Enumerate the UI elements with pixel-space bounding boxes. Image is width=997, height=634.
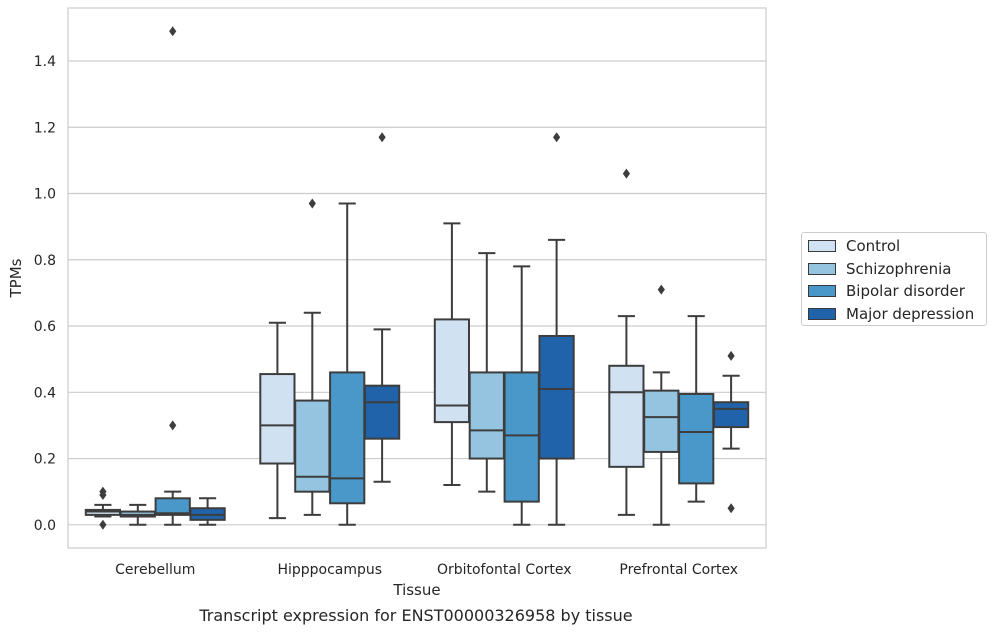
outlier-point [308, 198, 316, 209]
x-tick-label: Orbitofontal Cortex [437, 562, 572, 578]
legend-item: Control [808, 237, 900, 255]
box-group [189, 497, 226, 526]
outlier-point [169, 26, 177, 37]
box-group [294, 198, 331, 516]
outlier-point [622, 168, 630, 179]
legend-label: Schizophrenia [846, 259, 952, 278]
box-group [712, 350, 750, 514]
y-tick-label: 0.0 [34, 518, 56, 534]
box-group [259, 321, 296, 520]
outlier-point [99, 519, 107, 530]
x-tick-label: Hipppocampus [277, 562, 382, 578]
outlier-point [378, 132, 386, 143]
box [503, 371, 540, 503]
y-tick-labels: 0.0 0.2 0.4 0.6 0.8 1.0 1.2 1.4 [34, 54, 56, 534]
box [363, 384, 401, 440]
legend-item: Schizophrenia [808, 260, 951, 278]
box-group [538, 132, 575, 526]
box [154, 497, 191, 516]
legend-swatch [808, 307, 836, 320]
y-tick-label: 0.8 [34, 253, 56, 269]
y-gridlines [68, 60, 766, 526]
box-group [363, 132, 401, 483]
box [538, 334, 575, 460]
outlier-point [169, 420, 177, 431]
legend-label: Major depression [846, 304, 975, 323]
legend-swatch [808, 240, 836, 252]
box [259, 373, 296, 465]
box-group [329, 202, 366, 526]
outlier-point [727, 503, 735, 514]
box [712, 401, 750, 429]
box [643, 389, 680, 453]
y-tick-label: 1.0 [34, 187, 56, 203]
box-groups [84, 26, 750, 530]
y-axis-label: TPMs [7, 258, 25, 298]
legend-label: Control [846, 237, 901, 255]
box-group [433, 222, 471, 487]
box-group [503, 265, 540, 526]
outlier-point [99, 486, 107, 497]
box [294, 399, 331, 493]
box [678, 392, 715, 485]
legend: Control Schizophrenia Bipolar disorder Majo… [801, 232, 987, 326]
box [329, 371, 366, 505]
outlier-point [657, 284, 665, 295]
y-tick-label: 0.2 [34, 452, 56, 468]
legend-item: Bipolar disorder [808, 282, 965, 300]
box [468, 371, 505, 460]
legend-swatch [808, 285, 836, 297]
y-tick-label: 1.4 [34, 54, 56, 70]
box-group [468, 252, 505, 493]
x-tick-labels: Cerebellum Hipppocampus Orbitofontal Corte… [115, 562, 738, 578]
y-tick-label: 1.2 [34, 120, 56, 136]
outlier-point [727, 350, 735, 361]
y-tick-label: 0.4 [34, 385, 56, 401]
box [608, 364, 645, 468]
box-group [678, 315, 715, 503]
legend-item: Major depression [808, 305, 974, 323]
outlier-point [553, 132, 561, 143]
legend-swatch [808, 262, 836, 275]
x-tick-label: Cerebellum [115, 562, 195, 578]
chart-caption: Transcript expression for ENST0000032695… [199, 606, 633, 625]
y-tick-label: 0.6 [34, 319, 56, 335]
x-axis-label: Tissue [392, 581, 440, 599]
box-group [154, 26, 191, 526]
x-tick-label: Prefrontal Cortex [619, 562, 738, 578]
legend-label: Bipolar disorder [846, 282, 965, 300]
box [433, 318, 471, 424]
box-group [643, 284, 680, 526]
